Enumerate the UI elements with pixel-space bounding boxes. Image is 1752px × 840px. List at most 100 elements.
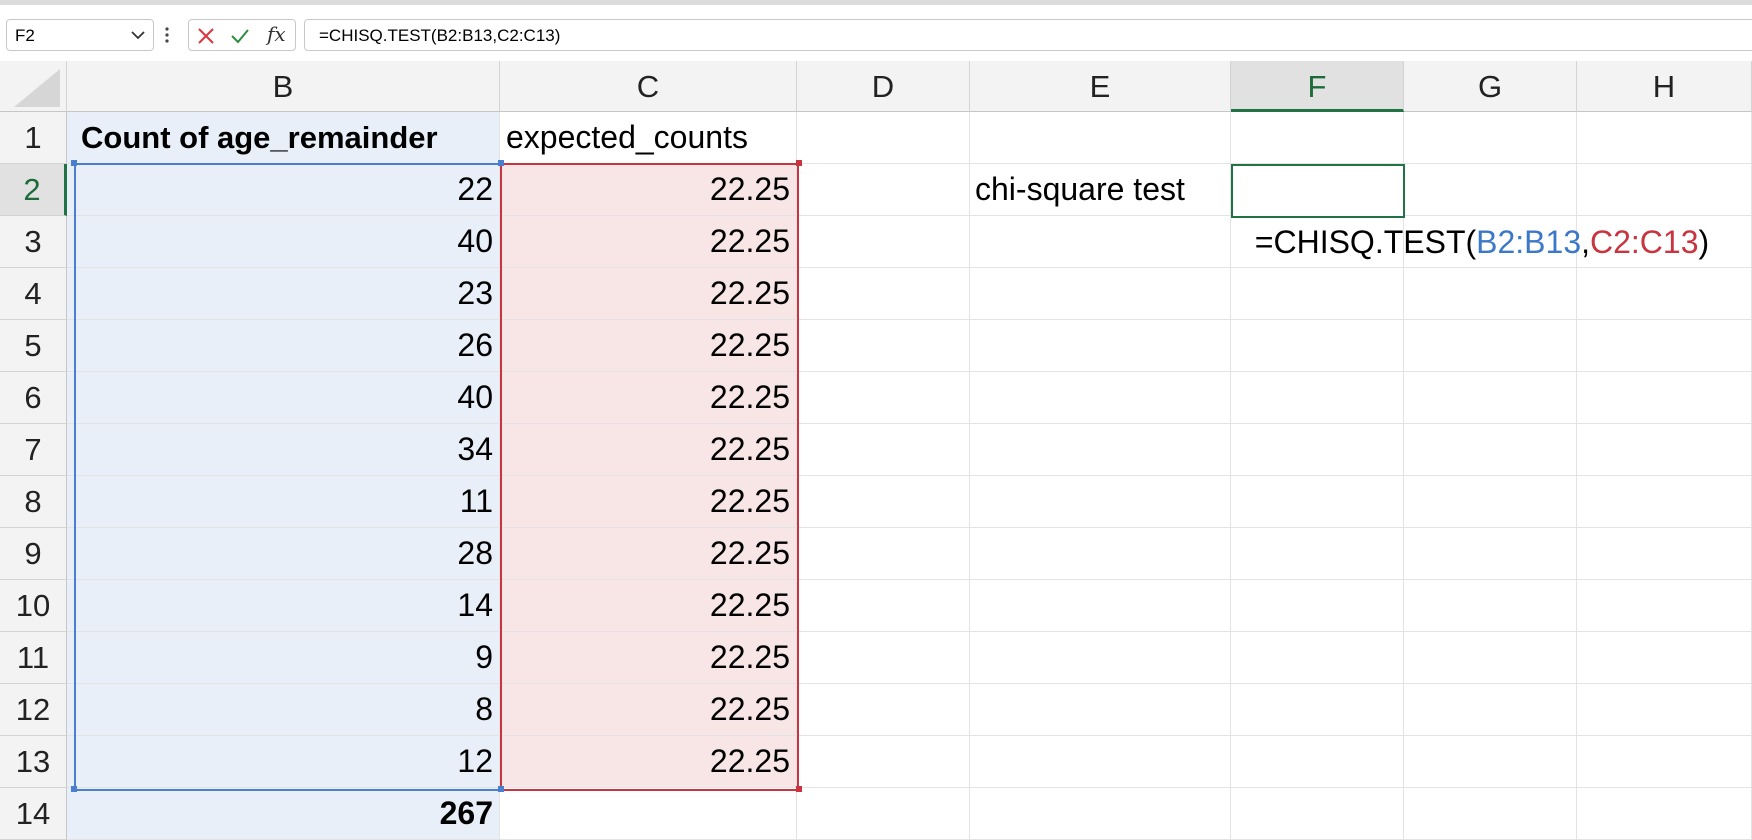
cell-d1[interactable] (797, 112, 970, 164)
cell-e11[interactable] (970, 632, 1231, 684)
cell-f6[interactable] (1231, 372, 1404, 424)
cell-h12[interactable] (1577, 684, 1752, 736)
row-header-10[interactable]: 10 (0, 580, 67, 632)
cell-d5[interactable] (797, 320, 970, 372)
cell-f10[interactable] (1231, 580, 1404, 632)
row-header-7[interactable]: 7 (0, 424, 67, 476)
cell-f1[interactable] (1231, 112, 1404, 164)
cell-d6[interactable] (797, 372, 970, 424)
column-header-e[interactable]: E (970, 61, 1231, 112)
cell-g14[interactable] (1404, 788, 1577, 840)
select-all-corner[interactable] (0, 61, 67, 112)
column-header-f[interactable]: F (1231, 61, 1404, 112)
column-header-g[interactable]: G (1404, 61, 1577, 112)
formula-input[interactable]: =CHISQ.TEST(B2:B13,C2:C13) (304, 19, 1752, 51)
cell-d11[interactable] (797, 632, 970, 684)
cell-e6[interactable] (970, 372, 1231, 424)
row-header-3[interactable]: 3 (0, 216, 67, 268)
cell-g9[interactable] (1404, 528, 1577, 580)
column-header-d[interactable]: D (797, 61, 970, 112)
row-header-9[interactable]: 9 (0, 528, 67, 580)
cell-e8[interactable] (970, 476, 1231, 528)
cell-d7[interactable] (797, 424, 970, 476)
cell-e12[interactable] (970, 684, 1231, 736)
cell-f13[interactable] (1231, 736, 1404, 788)
cell-h14[interactable] (1577, 788, 1752, 840)
cell-g12[interactable] (1404, 684, 1577, 736)
cell-c5[interactable]: 22.25 (500, 320, 797, 372)
cell-g7[interactable] (1404, 424, 1577, 476)
cell-d3[interactable] (797, 216, 970, 268)
cell-b2[interactable]: 22 (67, 164, 500, 216)
in-cell-formula[interactable]: =CHISQ.TEST(B2:B13,C2:C13) (1237, 166, 1709, 268)
cell-e7[interactable] (970, 424, 1231, 476)
column-header-h[interactable]: H (1577, 61, 1752, 112)
row-header-14[interactable]: 14 (0, 788, 67, 840)
cell-g3[interactable] (1404, 216, 1577, 268)
cell-g1[interactable] (1404, 112, 1577, 164)
cell-b1[interactable]: Count of age_remainder (67, 112, 500, 164)
cell-g2[interactable] (1404, 164, 1577, 216)
cell-f9[interactable] (1231, 528, 1404, 580)
more-vertical-icon[interactable] (162, 21, 172, 49)
cell-c12[interactable]: 22.25 (500, 684, 797, 736)
cell-b3[interactable]: 40 (67, 216, 500, 268)
cell-e3[interactable] (970, 216, 1231, 268)
cell-d8[interactable] (797, 476, 970, 528)
cell-f14[interactable] (1231, 788, 1404, 840)
cell-e9[interactable] (970, 528, 1231, 580)
range-handle[interactable] (796, 786, 802, 792)
cell-b8[interactable]: 11 (67, 476, 500, 528)
cell-b6[interactable]: 40 (67, 372, 500, 424)
cell-d12[interactable] (797, 684, 970, 736)
row-header-1[interactable]: 1 (0, 112, 67, 164)
cell-h6[interactable] (1577, 372, 1752, 424)
row-header-6[interactable]: 6 (0, 372, 67, 424)
range-handle[interactable] (71, 786, 77, 792)
cell-e10[interactable] (970, 580, 1231, 632)
column-header-b[interactable]: B (67, 61, 500, 112)
cell-b7[interactable]: 34 (67, 424, 500, 476)
row-header-8[interactable]: 8 (0, 476, 67, 528)
cell-d10[interactable] (797, 580, 970, 632)
row-header-13[interactable]: 13 (0, 736, 67, 788)
cell-g13[interactable] (1404, 736, 1577, 788)
cell-b10[interactable]: 14 (67, 580, 500, 632)
row-header-11[interactable]: 11 (0, 632, 67, 684)
cell-f5[interactable] (1231, 320, 1404, 372)
cell-e1[interactable] (970, 112, 1231, 164)
cell-h4[interactable] (1577, 268, 1752, 320)
cell-d13[interactable] (797, 736, 970, 788)
cell-h8[interactable] (1577, 476, 1752, 528)
cell-e2[interactable]: chi-square test (970, 164, 1231, 216)
cell-c2[interactable]: 22.25 (500, 164, 797, 216)
cell-c4[interactable]: 22.25 (500, 268, 797, 320)
cell-c8[interactable]: 22.25 (500, 476, 797, 528)
cancel-x-icon[interactable] (195, 25, 217, 47)
cell-c7[interactable]: 22.25 (500, 424, 797, 476)
name-box[interactable]: F2 (6, 19, 154, 51)
cell-c10[interactable]: 22.25 (500, 580, 797, 632)
row-header-2[interactable]: 2 (0, 164, 67, 216)
row-header-5[interactable]: 5 (0, 320, 67, 372)
cell-f8[interactable] (1231, 476, 1404, 528)
row-header-12[interactable]: 12 (0, 684, 67, 736)
cell-b14[interactable]: 267 (67, 788, 500, 840)
cell-b11[interactable]: 9 (67, 632, 500, 684)
cell-c3[interactable]: 22.25 (500, 216, 797, 268)
cell-h1[interactable] (1577, 112, 1752, 164)
cell-e4[interactable] (970, 268, 1231, 320)
cell-b9[interactable]: 28 (67, 528, 500, 580)
cell-g10[interactable] (1404, 580, 1577, 632)
cell-g8[interactable] (1404, 476, 1577, 528)
cell-d4[interactable] (797, 268, 970, 320)
cell-e13[interactable] (970, 736, 1231, 788)
cell-h11[interactable] (1577, 632, 1752, 684)
cell-h10[interactable] (1577, 580, 1752, 632)
cell-b13[interactable]: 12 (67, 736, 500, 788)
cell-c14[interactable] (500, 788, 797, 840)
column-header-c[interactable]: C (500, 61, 797, 112)
active-cell-f2[interactable] (1231, 164, 1405, 218)
function-fx-icon[interactable]: fx (267, 22, 286, 46)
cell-f7[interactable] (1231, 424, 1404, 476)
